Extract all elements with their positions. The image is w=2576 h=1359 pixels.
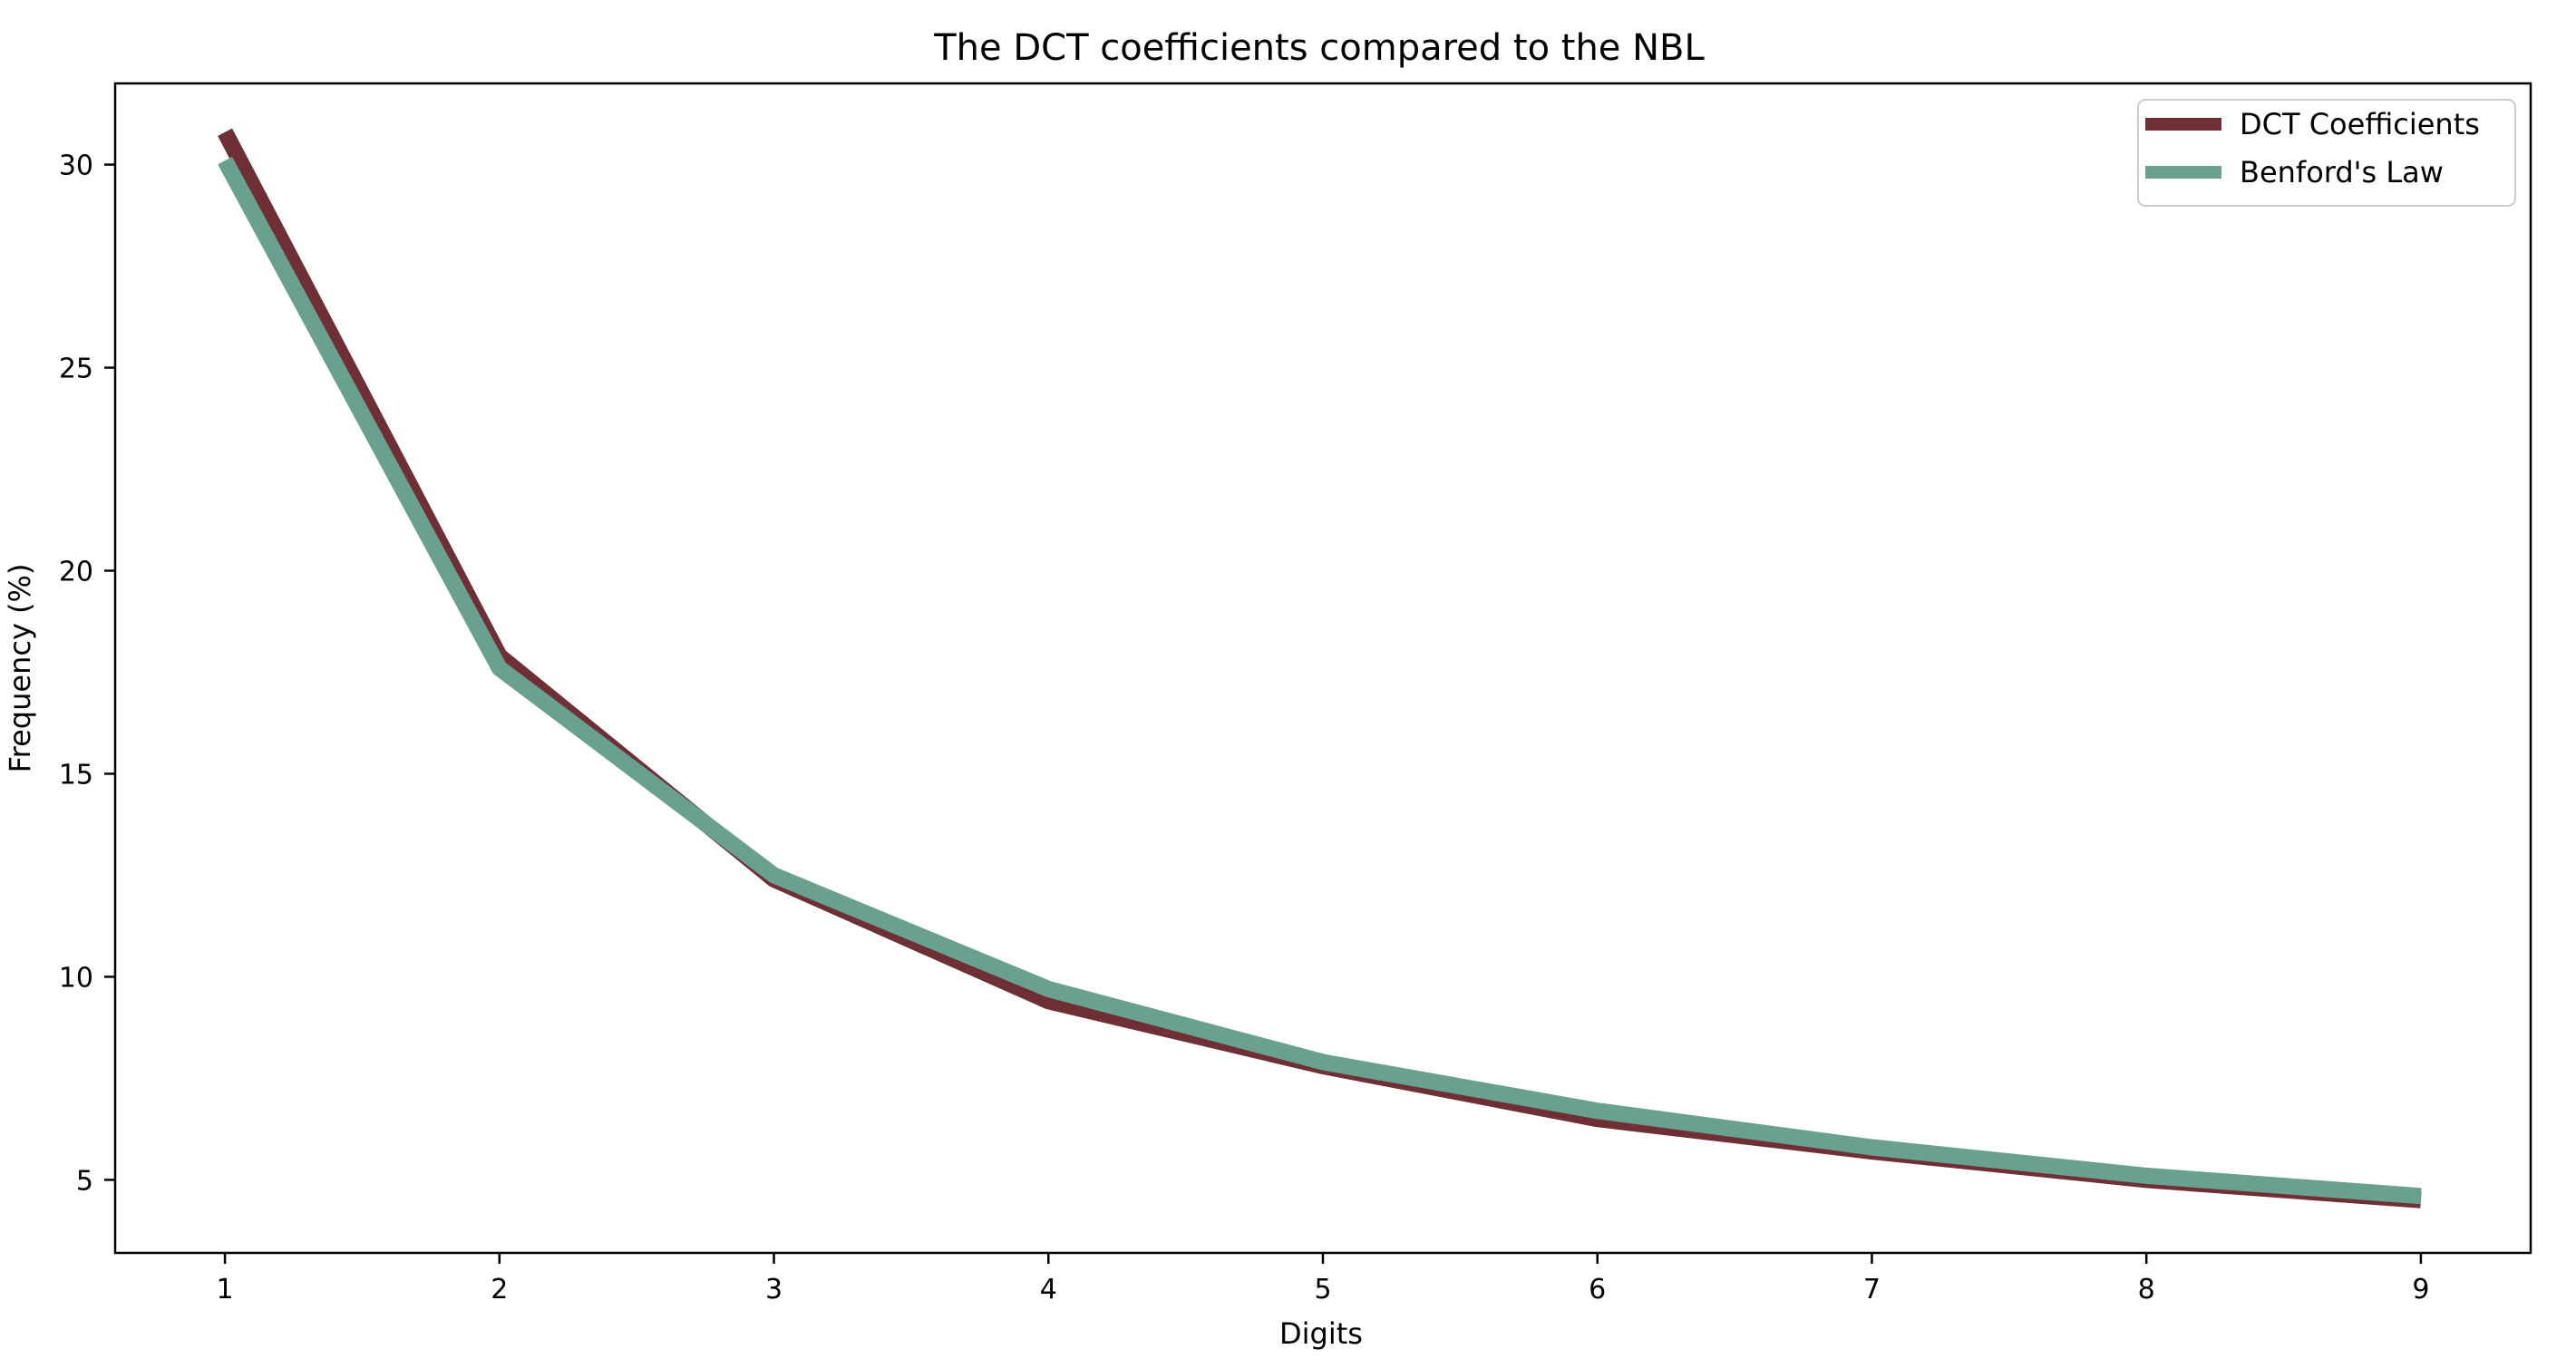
x-tick-label: 4 (1040, 1274, 1057, 1306)
x-tick-label: 2 (491, 1274, 508, 1306)
series-line-benford-s-law (218, 156, 2422, 1205)
y-tick-label: 5 (76, 1165, 93, 1197)
y-tick-label: 15 (59, 759, 93, 791)
legend: DCT Coefficients Benford's Law (2137, 99, 2516, 207)
y-tick-label: 20 (59, 557, 93, 588)
y-tick-label: 10 (59, 962, 93, 994)
y-tick-label: 25 (59, 354, 93, 385)
legend-box (2137, 99, 2516, 207)
x-tick-label: 5 (1314, 1274, 1331, 1306)
legend-label-dct-coefficients: DCT Coefficients (2240, 107, 2480, 141)
y-tick-label: 30 (59, 150, 93, 182)
x-tick-label: 8 (2138, 1274, 2155, 1306)
x-tick-label: 6 (1589, 1274, 1606, 1306)
x-axis: 1 2 3 4 5 6 7 8 9 (217, 1253, 2429, 1306)
x-axis-title: Digits (1279, 1316, 1363, 1351)
y-axis: 5 10 15 20 25 30 (59, 150, 115, 1197)
x-tick-label: 3 (765, 1274, 783, 1306)
chart-title: The DCT coefficients compared to the NBL (933, 27, 1705, 69)
x-tick-label: 1 (217, 1274, 234, 1306)
series-layer (218, 128, 2422, 1209)
y-axis-title: Frequency (%) (3, 564, 37, 773)
x-tick-label: 9 (2412, 1274, 2429, 1306)
legend-label-benfords-law: Benford's Law (2240, 155, 2444, 189)
x-tick-label: 7 (1863, 1274, 1881, 1306)
